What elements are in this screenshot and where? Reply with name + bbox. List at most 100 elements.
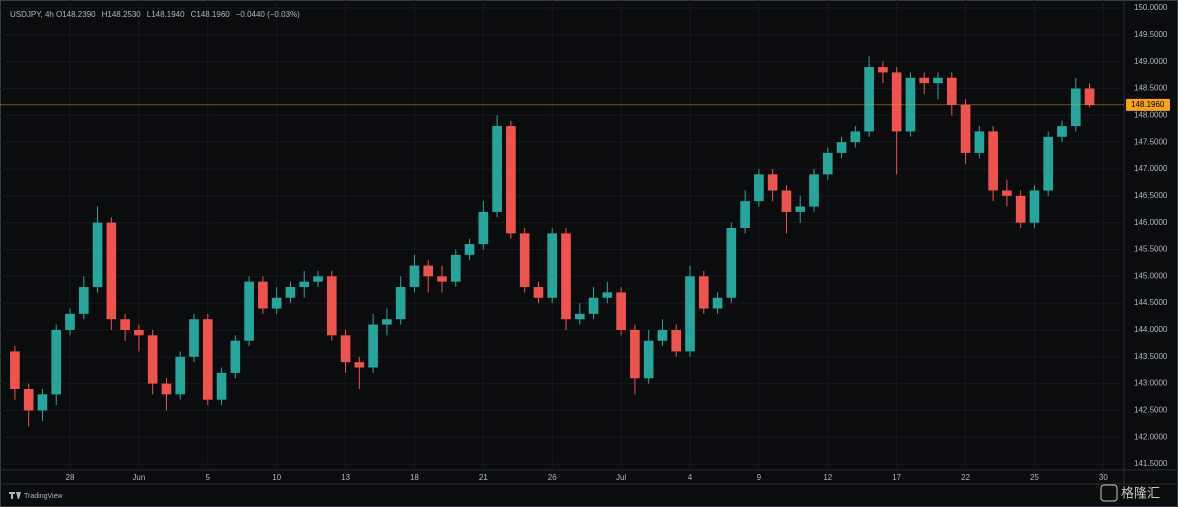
candle-body	[326, 276, 337, 336]
y-tick-label: 142.0000	[1134, 432, 1168, 441]
candle-body	[423, 265, 434, 277]
candle-body	[933, 77, 943, 84]
candle-body	[588, 297, 599, 314]
candle-body	[216, 372, 227, 400]
candle-body	[767, 174, 778, 191]
candle-body	[175, 356, 186, 395]
ohlc-value: C148.1960	[191, 10, 231, 19]
x-tick-label: 18	[410, 473, 419, 482]
y-tick-label: 150.0000	[1134, 3, 1168, 12]
y-tick-label: 149.0000	[1134, 57, 1168, 66]
candle-body	[106, 222, 117, 320]
candle-body	[147, 335, 158, 384]
last-price-tag	[1126, 98, 1170, 111]
ohlc-value: L148.1940	[147, 10, 185, 19]
candle-body	[836, 142, 847, 153]
candle-body	[643, 340, 654, 379]
candle-body	[23, 388, 34, 411]
candle-body	[657, 329, 668, 341]
y-tick-label: 147.5000	[1134, 137, 1168, 146]
candle-body	[1002, 190, 1012, 196]
candle-body	[809, 174, 819, 207]
candle-body	[781, 190, 792, 212]
candle-body	[974, 131, 985, 153]
x-tick-label: 26	[548, 473, 557, 482]
x-tick-label: 5	[206, 473, 211, 482]
candle-body	[850, 131, 861, 143]
branding: TradingView	[24, 493, 63, 500]
candle-body	[230, 340, 241, 373]
candle-body	[161, 383, 172, 395]
candle-body	[533, 287, 544, 298]
candle-body	[478, 211, 489, 245]
candle-body	[616, 292, 626, 330]
candle-body	[244, 281, 254, 341]
candle-body	[492, 126, 502, 212]
y-tick-label: 145.0000	[1134, 271, 1168, 280]
x-tick-label: 13	[341, 473, 350, 482]
y-tick-label: 144.5000	[1134, 298, 1168, 307]
candle-body	[547, 233, 558, 298]
x-tick-label: 10	[272, 473, 281, 482]
y-tick-label: 146.0000	[1134, 218, 1168, 227]
candle-body	[1015, 195, 1026, 223]
candle-body	[878, 67, 888, 73]
candle-body	[368, 324, 378, 368]
candle-body	[1029, 190, 1040, 223]
y-tick-label: 143.5000	[1134, 352, 1168, 361]
candle-body	[795, 206, 806, 212]
x-tick-label: 12	[823, 473, 832, 482]
x-tick-label: 4	[688, 473, 693, 482]
x-tick-label: 21	[479, 473, 488, 482]
candle-body	[506, 126, 516, 234]
candle-body	[685, 276, 695, 352]
branding-logo	[9, 492, 21, 499]
candle-body	[299, 281, 310, 288]
candle-body	[202, 319, 213, 400]
candle-body	[698, 276, 709, 309]
x-tick-label: Jul	[616, 473, 626, 482]
candle-body	[864, 67, 874, 132]
candle-body	[437, 276, 447, 282]
candle-body	[271, 297, 282, 309]
x-tick-label: 30	[1099, 473, 1108, 482]
x-tick-label: 28	[66, 473, 75, 482]
y-tick-label: 141.5000	[1134, 459, 1168, 468]
candle-body	[740, 201, 750, 229]
x-tick-label: 17	[892, 473, 901, 482]
y-tick-label: 149.5000	[1134, 30, 1168, 39]
x-tick-label: Jun	[132, 473, 145, 482]
candle-body	[1070, 88, 1081, 127]
candle-body	[409, 265, 420, 288]
candle-body	[574, 313, 585, 320]
candle-body	[464, 244, 475, 255]
candle-body	[519, 233, 530, 288]
candle-body	[712, 297, 723, 309]
candle-body	[891, 72, 902, 132]
y-tick-label: 145.5000	[1134, 245, 1168, 254]
x-tick-label: 22	[961, 473, 970, 482]
candle-body	[120, 319, 130, 330]
candle-body	[134, 329, 144, 336]
candle-body	[382, 319, 392, 325]
candle-body	[919, 77, 930, 84]
ohlc-value: −0.0440 (−0.03%)	[236, 10, 300, 19]
candle-body	[561, 233, 571, 320]
y-tick-label: 143.0000	[1134, 379, 1168, 388]
candle-body	[450, 254, 461, 282]
candle-body	[1043, 136, 1054, 191]
candle-body	[189, 319, 199, 357]
x-tick-label: 9	[757, 473, 762, 482]
candle-body	[65, 313, 75, 330]
x-tick-label: 25	[1030, 473, 1039, 482]
candle-body	[51, 329, 62, 395]
candle-body	[313, 276, 323, 282]
candle-body	[340, 335, 351, 363]
candle-body	[285, 287, 296, 298]
ohlc-value: O148.2390	[56, 10, 96, 19]
candle-body	[92, 222, 103, 288]
y-tick-label: 148.5000	[1134, 84, 1168, 93]
